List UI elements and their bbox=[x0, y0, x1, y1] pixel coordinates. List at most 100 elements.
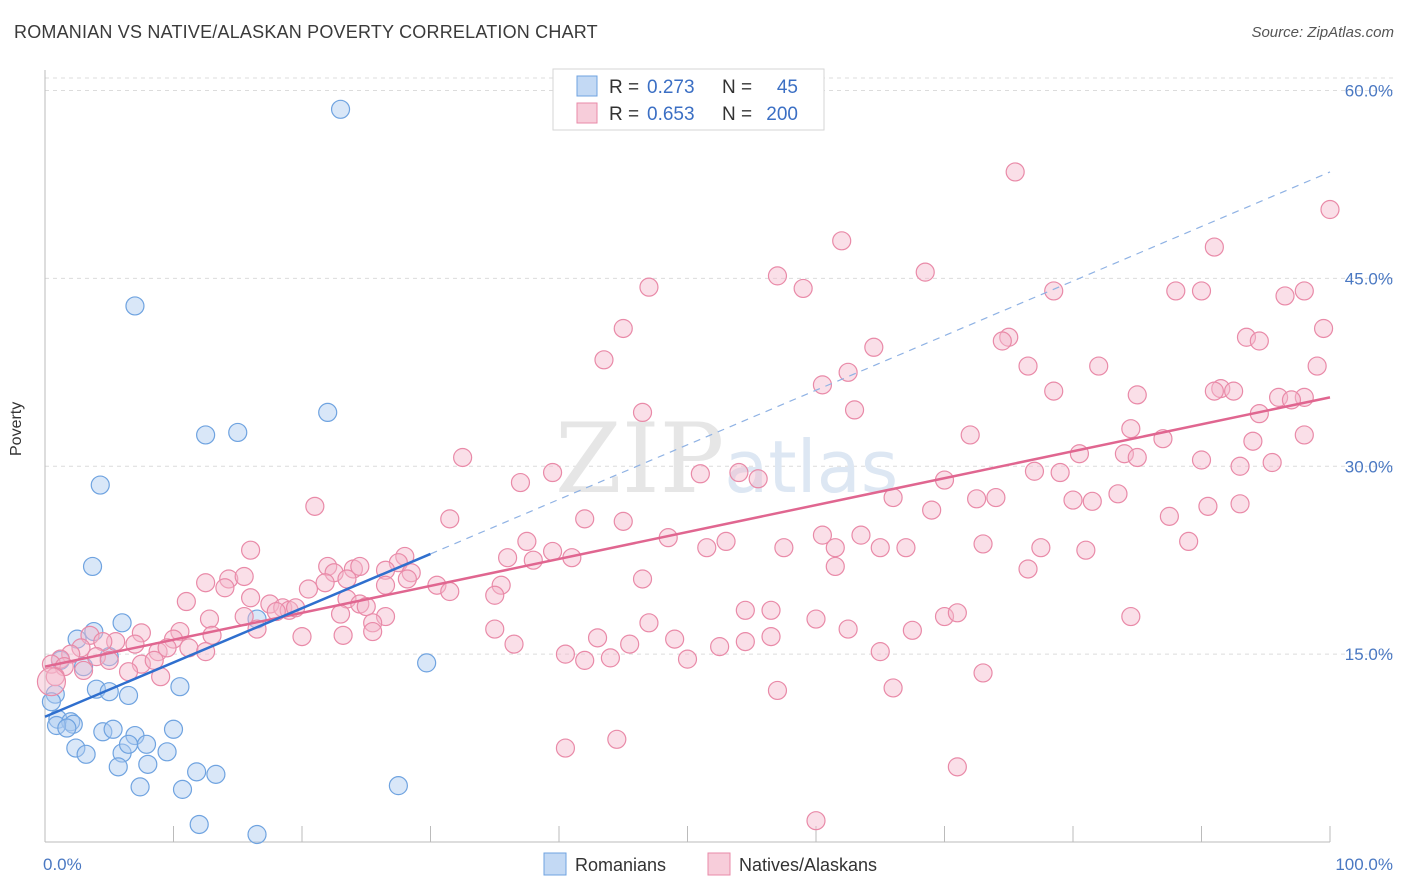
data-point bbox=[1275, 286, 1295, 306]
data-point bbox=[542, 462, 563, 483]
data-point bbox=[902, 620, 922, 640]
data-point bbox=[992, 331, 1012, 351]
data-point bbox=[1108, 484, 1128, 504]
data-point bbox=[76, 744, 96, 764]
data-point bbox=[196, 425, 216, 445]
data-point bbox=[82, 556, 103, 577]
data-point bbox=[241, 540, 261, 560]
data-point bbox=[196, 573, 216, 593]
data-point bbox=[960, 425, 980, 445]
r-label: R = bbox=[609, 77, 639, 98]
data-point bbox=[838, 619, 858, 639]
data-point bbox=[1089, 356, 1109, 376]
data-point bbox=[600, 648, 621, 668]
data-point bbox=[170, 677, 190, 697]
data-point bbox=[613, 318, 633, 339]
data-point bbox=[1127, 447, 1147, 468]
y-tick-label: 15.0% bbox=[1345, 645, 1393, 664]
data-point bbox=[202, 625, 222, 645]
data-point bbox=[632, 402, 653, 423]
data-point bbox=[61, 644, 81, 664]
data-point bbox=[41, 692, 62, 712]
data-point bbox=[1050, 462, 1070, 483]
data-point bbox=[1294, 281, 1314, 301]
data-point bbox=[440, 581, 460, 602]
data-point bbox=[1044, 381, 1064, 401]
data-point bbox=[90, 475, 110, 495]
series-legend: Romanians Natives/Alaskans bbox=[543, 852, 877, 876]
data-point bbox=[1179, 531, 1199, 552]
data-point bbox=[1230, 456, 1250, 476]
data-point bbox=[1024, 461, 1045, 481]
data-point bbox=[397, 569, 417, 589]
n-value: 200 bbox=[766, 104, 798, 125]
data-point bbox=[1121, 419, 1141, 439]
data-point bbox=[735, 600, 755, 620]
data-point bbox=[330, 99, 351, 119]
data-point bbox=[1224, 381, 1244, 401]
data-point bbox=[632, 569, 653, 589]
data-point bbox=[172, 779, 193, 799]
data-point bbox=[587, 628, 608, 648]
data-point bbox=[716, 531, 736, 552]
data-point bbox=[417, 653, 437, 673]
data-point bbox=[206, 764, 226, 784]
data-point bbox=[199, 609, 220, 629]
data-point bbox=[1249, 331, 1269, 351]
data-point bbox=[774, 538, 794, 558]
legend-swatch-0 bbox=[543, 852, 567, 876]
data-point bbox=[677, 649, 698, 669]
data-point bbox=[825, 538, 845, 558]
data-point bbox=[350, 556, 370, 577]
data-point bbox=[1204, 381, 1224, 401]
data-point bbox=[806, 811, 826, 831]
data-point bbox=[870, 538, 890, 558]
y-tick-label: 60.0% bbox=[1345, 82, 1393, 101]
data-point bbox=[73, 660, 94, 681]
chart-source: Source: ZipAtlas.com bbox=[1251, 24, 1394, 41]
data-point bbox=[1198, 496, 1218, 516]
legend-swatch-1 bbox=[707, 852, 731, 876]
data-point bbox=[729, 462, 749, 483]
data-point bbox=[1204, 237, 1224, 257]
y-tick-label: 45.0% bbox=[1345, 269, 1393, 288]
data-point bbox=[613, 511, 633, 531]
data-point bbox=[1294, 425, 1314, 445]
data-point bbox=[1005, 162, 1025, 182]
data-point bbox=[735, 632, 755, 652]
data-point bbox=[163, 719, 184, 739]
romanians-trend-extension bbox=[430, 171, 1331, 555]
data-point bbox=[112, 613, 132, 633]
data-point bbox=[234, 566, 254, 587]
data-point bbox=[103, 719, 123, 739]
data-point bbox=[228, 422, 248, 443]
stats-legend-swatch-0 bbox=[576, 75, 598, 97]
data-point bbox=[176, 591, 196, 612]
data-point bbox=[57, 718, 77, 738]
data-point bbox=[806, 609, 826, 629]
legend-label-0: Romanians bbox=[575, 855, 666, 875]
data-point bbox=[71, 638, 91, 658]
r-value: 0.653 bbox=[647, 104, 695, 125]
data-point bbox=[510, 472, 531, 493]
data-point bbox=[363, 621, 383, 642]
data-point bbox=[922, 500, 942, 520]
data-point bbox=[973, 663, 993, 683]
data-point bbox=[620, 634, 640, 654]
data-point bbox=[125, 634, 145, 654]
data-point bbox=[767, 266, 788, 286]
data-point bbox=[170, 621, 190, 642]
data-point bbox=[639, 613, 659, 633]
data-point bbox=[1313, 318, 1334, 339]
data-point bbox=[491, 575, 511, 595]
romanians-trend-line bbox=[44, 552, 431, 718]
stats-legend: R = 0.273 N = 45 R = 0.653 N = 200 bbox=[552, 68, 825, 131]
data-point bbox=[1127, 385, 1147, 405]
data-point bbox=[333, 625, 353, 645]
data-point bbox=[555, 644, 576, 664]
data-point bbox=[825, 556, 845, 577]
data-point bbox=[639, 277, 659, 297]
data-point bbox=[130, 777, 150, 797]
data-point bbox=[575, 509, 595, 529]
data-point bbox=[1236, 327, 1257, 347]
